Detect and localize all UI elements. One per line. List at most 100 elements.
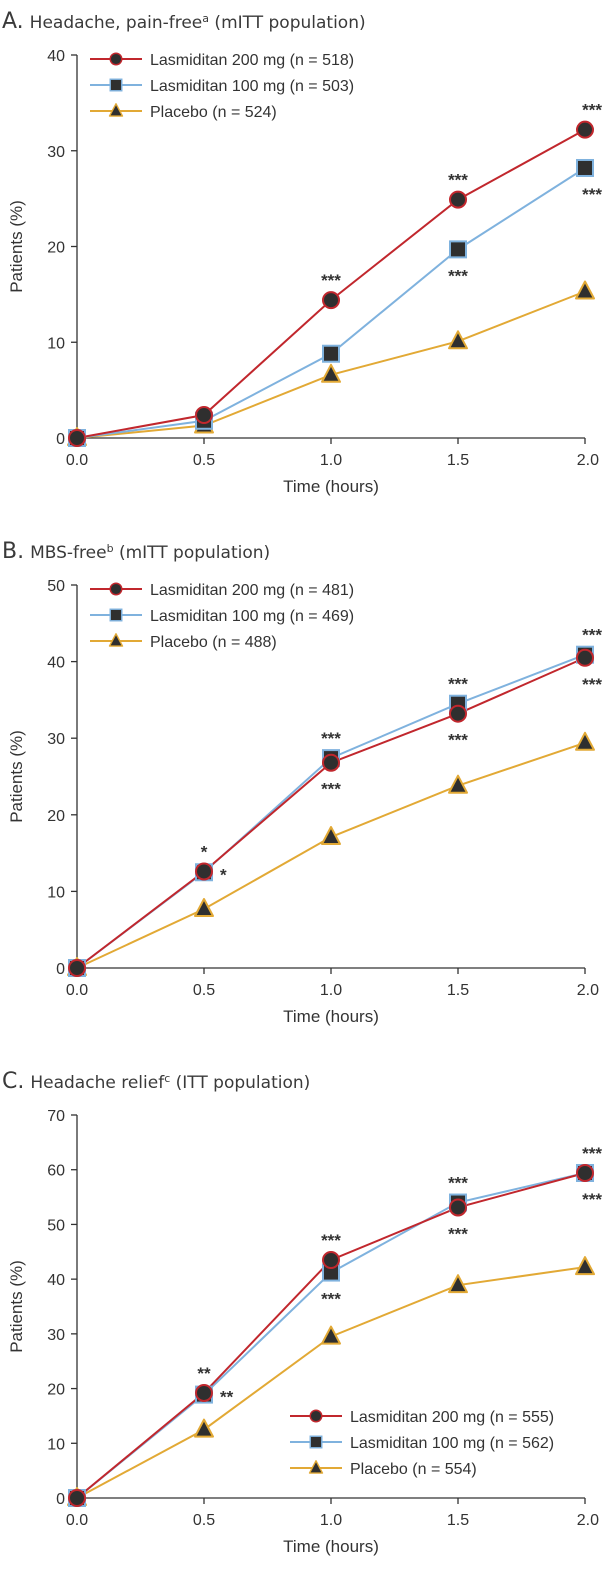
significance-annotation: *** (582, 185, 602, 204)
y-axis-title: Patients (%) (7, 200, 26, 293)
panel-title-main: MBS-free (30, 543, 106, 563)
data-point-placebo (321, 363, 341, 383)
legend-label: Lasmiditan 200 mg (n = 555) (350, 1409, 554, 1426)
series-line-lasmiditan_200 (76, 656, 586, 969)
significance-annotation: *** (582, 1144, 602, 1163)
significance-annotation: ** (197, 1364, 211, 1383)
panel-letter: C. (2, 1069, 24, 1094)
data-point-lasmiditan_200 (449, 1198, 467, 1217)
y-tick-label: 50 (47, 578, 65, 595)
y-tick-label: 0 (56, 961, 65, 978)
data-point-lasmiditan_100 (322, 344, 340, 363)
panel-title-main: Headache relief (30, 1073, 165, 1093)
data-point-placebo (448, 330, 468, 350)
x-tick-label: 1.0 (320, 982, 342, 999)
legend-marker-lasmiditan_200 (109, 582, 123, 596)
data-point-lasmiditan_200 (195, 862, 213, 881)
legend-marker (109, 52, 123, 66)
legend-label: Lasmiditan 200 mg (n = 481) (150, 582, 354, 599)
data-point-lasmiditan_200 (449, 190, 467, 209)
data-point-lasmiditan_200 (322, 1250, 340, 1269)
data-point-placebo (575, 280, 595, 300)
data-point-placebo (194, 1418, 214, 1438)
data-point-lasmiditan_200 (449, 704, 467, 723)
series-line-placebo (76, 741, 586, 969)
data-point-lasmiditan_200 (322, 291, 340, 310)
data-point-placebo (575, 1256, 595, 1276)
legend-marker-placebo (308, 1460, 324, 1474)
panel-b: B. MBS-freeb (mITT population) 0 10 20 30 40 50… (2, 539, 602, 1026)
legend: Lasmiditan 200 mg (n = 481) Lasmiditan 10… (90, 582, 354, 651)
legend-marker (108, 103, 124, 117)
panel-letter: A. (2, 9, 24, 34)
significance-annotation: *** (448, 675, 468, 694)
y-tick-label: 0 (56, 431, 65, 448)
x-tick-label: 2.0 (577, 1512, 599, 1529)
significance-annotation: *** (448, 731, 468, 750)
y-tick-label: 20 (47, 240, 65, 257)
significance-annotation: * (220, 865, 227, 884)
data-point-lasmiditan_200 (68, 1489, 86, 1507)
panel-title-population: (ITT population) (170, 1073, 310, 1093)
y-tick-label: 40 (47, 48, 65, 65)
significance-annotation: *** (582, 1190, 602, 1209)
legend-marker-lasmiditan_100 (309, 1435, 323, 1449)
legend-marker-placebo (108, 633, 124, 647)
significance-annotation: *** (448, 1224, 468, 1243)
data-point-lasmiditan_200 (576, 120, 594, 139)
significance-annotation: *** (321, 1290, 341, 1309)
x-tick-label: 0.5 (193, 982, 215, 999)
legend-marker (109, 608, 123, 622)
x-tick-label: 1.0 (320, 452, 342, 469)
legend-marker (309, 1409, 323, 1423)
significance-annotation: *** (448, 1174, 468, 1193)
legend-label: Placebo (n = 524) (150, 104, 277, 121)
data-point-placebo (194, 898, 214, 918)
panel-title-population: (mITT population) (209, 13, 366, 33)
legend-marker (309, 1435, 323, 1449)
x-axis-title: Time (hours) (283, 1007, 379, 1026)
y-tick-label: 30 (47, 731, 65, 748)
significance-annotation: ** (220, 1388, 234, 1407)
data-point-lasmiditan_200 (68, 429, 86, 447)
legend-label: Lasmiditan 100 mg (n = 562) (350, 1435, 554, 1452)
significance-annotation: *** (321, 271, 341, 290)
y-tick-label: 30 (47, 144, 65, 161)
x-axis-title: Time (hours) (283, 477, 379, 496)
significance-annotation: * (201, 842, 208, 861)
legend-marker-lasmiditan_100 (109, 78, 123, 92)
legend-label: Lasmiditan 200 mg (n = 518) (150, 52, 354, 69)
x-tick-label: 0.5 (193, 452, 215, 469)
x-tick-label: 2.0 (577, 982, 599, 999)
significance-annotation: *** (321, 780, 341, 799)
panel-title: C. Headache reliefc (ITT population) (2, 1069, 310, 1094)
series-line-lasmiditan_100 (76, 653, 586, 969)
panel-title: B. MBS-freeb (mITT population) (2, 539, 270, 564)
significance-annotation: *** (321, 729, 341, 748)
x-tick-label: 1.5 (447, 982, 469, 999)
y-tick-label: 40 (47, 655, 65, 672)
x-tick-label: 0.0 (66, 982, 88, 999)
legend-marker-lasmiditan_100 (109, 608, 123, 622)
panel-title-superscript: a (202, 12, 209, 25)
legend-marker (108, 633, 124, 647)
legend: Lasmiditan 200 mg (n = 518) Lasmiditan 10… (90, 52, 354, 121)
y-tick-label: 30 (47, 1327, 65, 1344)
panel-title-population: (mITT population) (114, 543, 271, 563)
y-tick-label: 10 (47, 335, 65, 352)
y-axis-title: Patients (%) (7, 1260, 26, 1353)
data-point-lasmiditan_200 (68, 959, 86, 977)
data-point-lasmiditan_200 (576, 1163, 594, 1182)
panel-c: C. Headache reliefc (ITT population) 0 10 20… (2, 1069, 602, 1556)
data-point-lasmiditan_200 (195, 406, 213, 425)
significance-annotation: *** (448, 171, 468, 190)
y-tick-label: 10 (47, 884, 65, 901)
data-point-lasmiditan_200 (195, 1383, 213, 1402)
significance-annotation: *** (582, 626, 602, 645)
y-tick-label: 40 (47, 1272, 65, 1289)
panel-title: A. Headache, pain-freea (mITT population) (2, 9, 366, 34)
x-tick-label: 1.5 (447, 452, 469, 469)
significance-annotation: *** (582, 675, 602, 694)
legend-label: Lasmiditan 100 mg (n = 503) (150, 78, 354, 95)
